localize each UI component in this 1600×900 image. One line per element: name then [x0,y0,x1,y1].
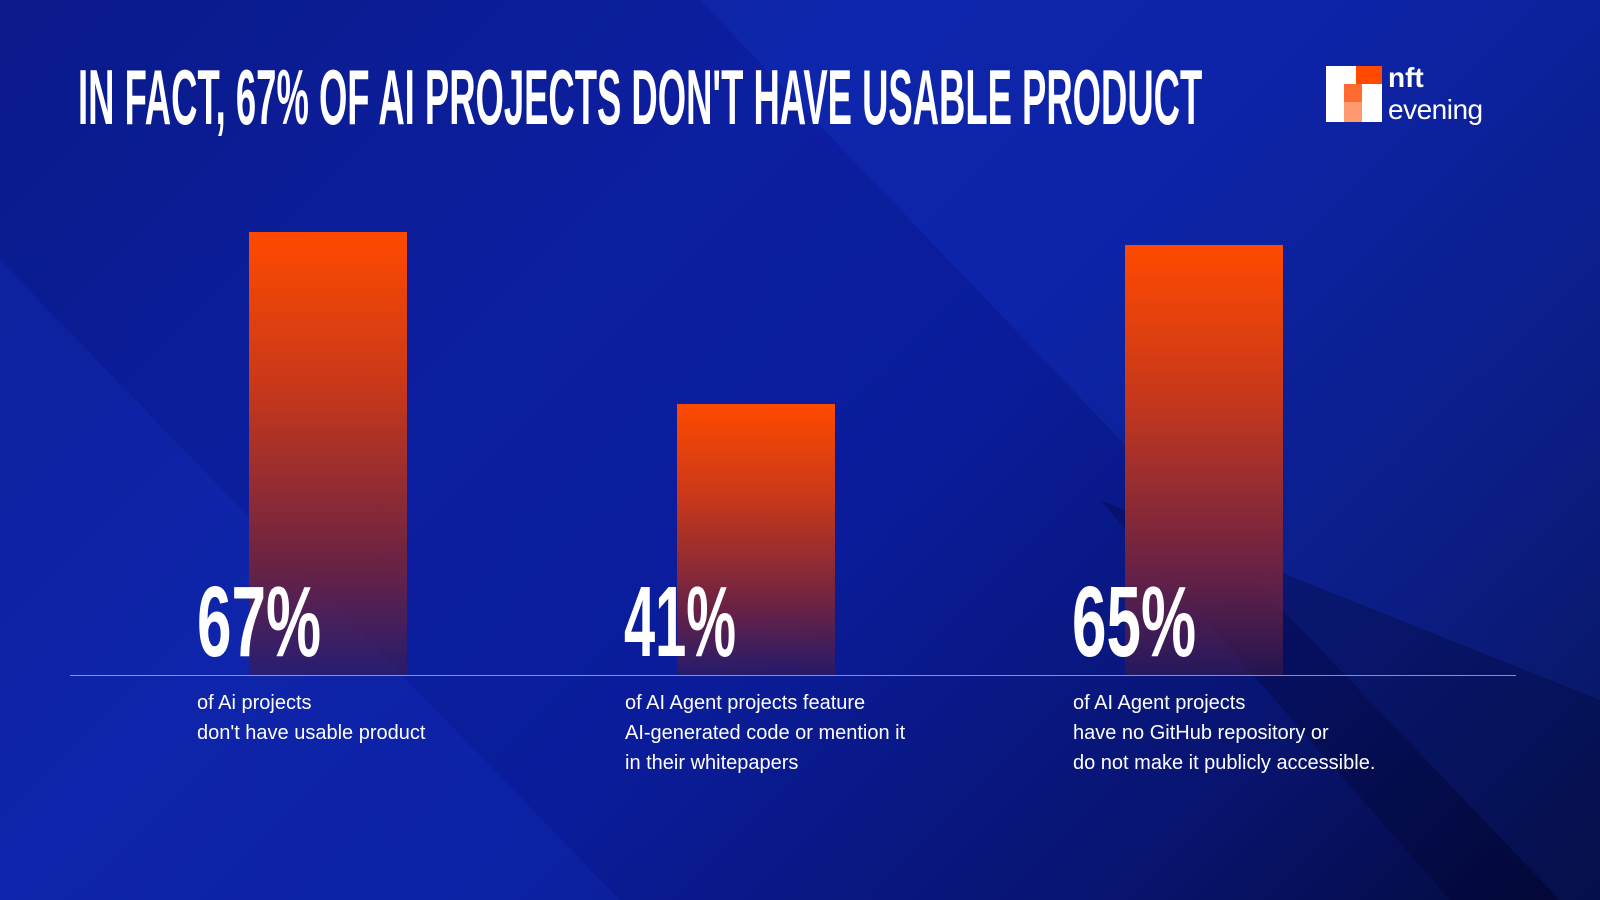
caption-line: do not make it publicly accessible. [1073,752,1376,774]
caption-line: of Ai projects [197,692,312,714]
nft-evening-logo: nft evening [1326,62,1516,128]
bar-3 [1125,245,1283,675]
logo-text-evening: evening [1388,94,1483,125]
caption-line: in their whitepapers [625,752,799,774]
caption-line: of AI Agent projects feature [625,692,866,714]
bar-2 [677,403,835,675]
logo-text-nft: nft [1388,62,1424,93]
logo-mark-icon [1326,66,1382,122]
baseline-divider [70,675,1516,676]
caption-1: of Ai projects don't have usable product [197,688,425,748]
caption-line: of AI Agent projects [1073,692,1246,714]
bar-1 [249,232,407,675]
caption-3: of AI Agent projects have no GitHub repo… [1073,688,1375,778]
page-title: IN FACT, 67% OF AI PROJECTS DON'T HAVE U… [78,53,1203,141]
caption-line: have no GitHub repository or [1073,722,1329,744]
caption-line: don't have usable product [197,722,426,744]
value-label-2: 41% [624,566,737,678]
caption-2: of AI Agent projects feature AI-generate… [625,688,905,778]
value-label-1: 67% [197,566,322,678]
caption-line: AI-generated code or mention it [625,722,906,744]
value-label-3: 65% [1072,566,1197,678]
